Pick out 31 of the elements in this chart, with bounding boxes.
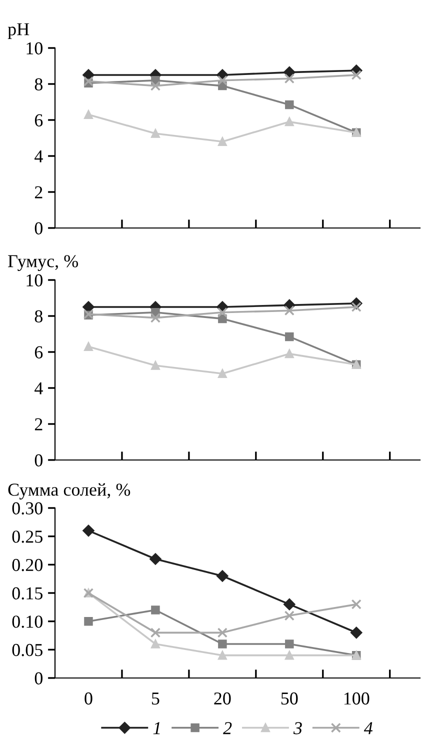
y-tick-label: 0 <box>34 454 43 466</box>
y-axis-title: Сумма солей, % <box>8 483 130 500</box>
y-tick-label: 0.30 <box>12 502 43 515</box>
y-tick-label: 6 <box>34 114 43 126</box>
legend-label: 3 <box>293 722 302 734</box>
y-tick-label: 10 <box>26 274 43 286</box>
y-tick-label: 0 <box>34 222 43 234</box>
y-tick-label: 6 <box>34 346 43 358</box>
x-tick-label: 50 <box>281 692 298 705</box>
x-tick-label: 0 <box>84 692 92 705</box>
y-tick-label: 10 <box>26 42 43 54</box>
y-tick-label: 0.10 <box>12 616 43 628</box>
x-tick-label: 20 <box>214 692 231 705</box>
y-tick-label: 2 <box>34 418 42 430</box>
legend-label: 2 <box>223 722 232 734</box>
legend-label: 4 <box>364 722 373 734</box>
y-tick-label: 4 <box>34 150 43 162</box>
y-tick-label: 2 <box>34 186 42 198</box>
y-tick-label: 8 <box>34 310 43 322</box>
y-tick-label: 0 <box>34 672 43 684</box>
y-tick-label: 0.25 <box>12 530 42 543</box>
y-tick-label: 4 <box>34 382 43 394</box>
y-tick-label: 0.20 <box>12 558 43 572</box>
y-axis-title: Гумус, % <box>8 255 78 271</box>
x-tick-label: 100 <box>344 692 370 705</box>
y-tick-label: 0.05 <box>12 644 42 656</box>
legend-label: 1 <box>153 722 160 734</box>
y-tick-label: 0.15 <box>12 587 42 600</box>
y-tick-label: 8 <box>34 78 43 90</box>
x-tick-label: 5 <box>152 692 160 705</box>
y-axis-title: pH <box>8 23 30 39</box>
